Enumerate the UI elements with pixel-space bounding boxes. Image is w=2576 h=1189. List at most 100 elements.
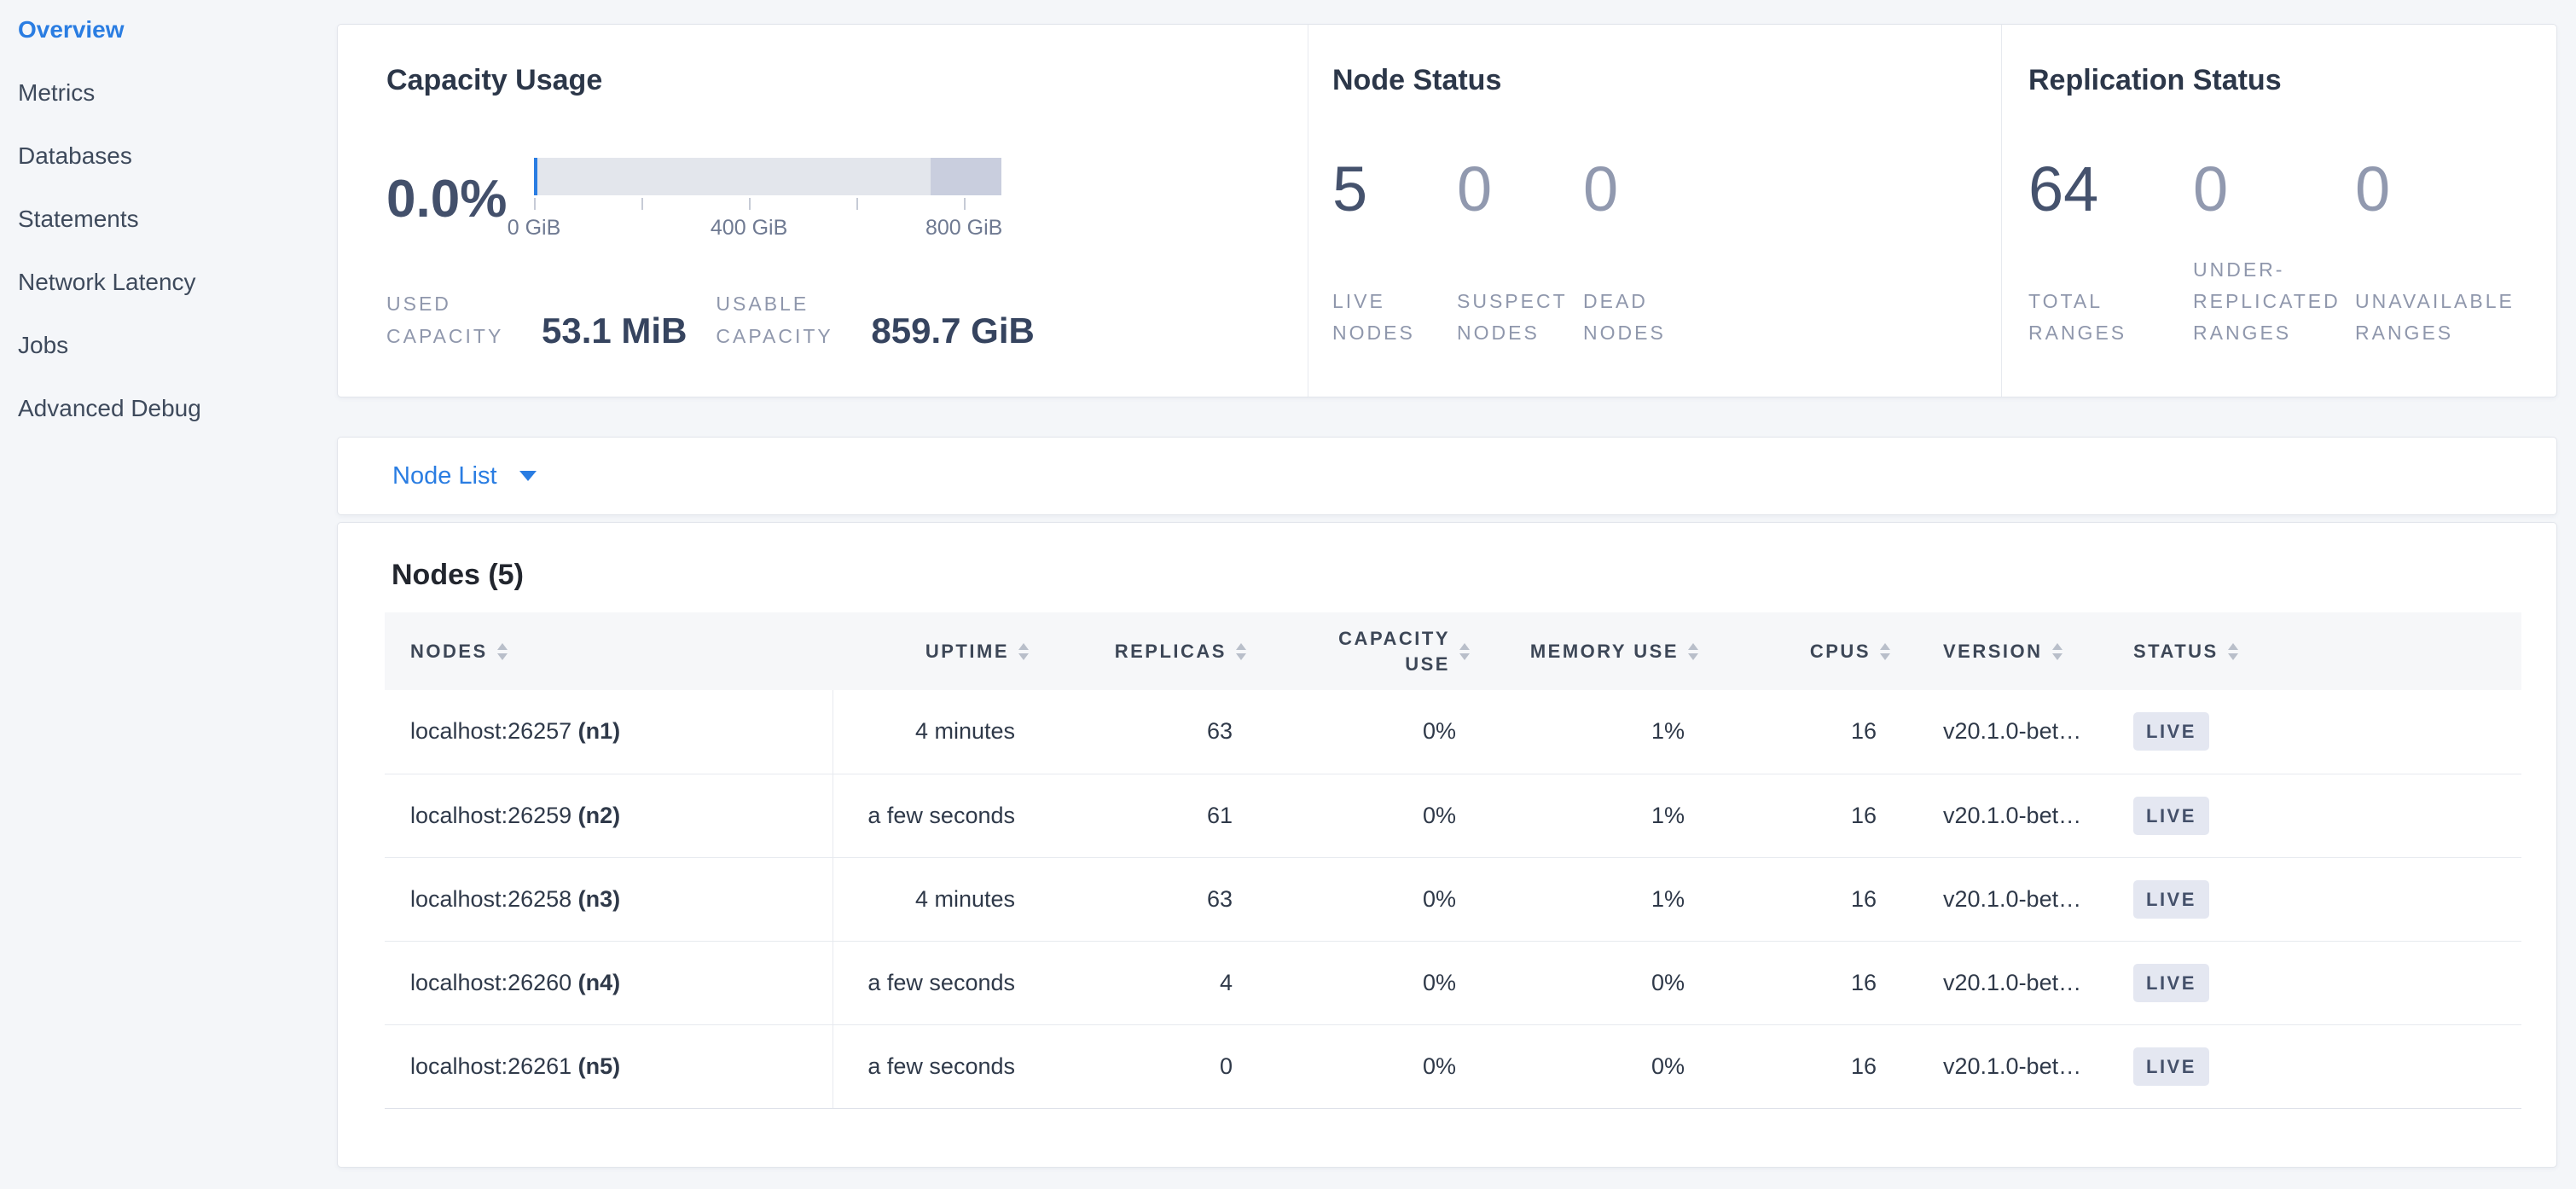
status-badge: LIVE	[2133, 963, 2209, 1002]
uptime-cell: 4 minutes	[833, 690, 1029, 774]
stat-suspect-nodes: 0 SUSPECT NODES	[1457, 154, 1583, 349]
sidebar-item-advanced-debug[interactable]: Advanced Debug	[18, 395, 201, 421]
sidebar-item-databases[interactable]: Databases	[18, 142, 132, 169]
replicas-cell: 4	[1029, 941, 1246, 1025]
cpus-cell: 16	[1698, 774, 1890, 858]
used-capacity-value: 53.1 MiB	[542, 310, 688, 351]
sort-icon	[1236, 642, 1246, 660]
capacity-use-cell: 0%	[1246, 857, 1470, 942]
total-ranges-label: TOTAL RANGES	[2028, 290, 2127, 344]
replication-status-panel: Replication Status 64 TOTAL RANGES 0 UND…	[2001, 25, 2556, 397]
capacity-gauge-bar	[534, 158, 1001, 195]
memory-use-cell: 0%	[1470, 941, 1698, 1025]
cpus-cell: 16	[1698, 690, 1890, 774]
sidebar-item-overview[interactable]: Overview	[18, 16, 125, 43]
suspect-nodes-label: SUSPECT NODES	[1457, 290, 1568, 344]
capacity-use-cell: 0%	[1246, 1024, 1470, 1109]
stat-total-ranges: 64 TOTAL RANGES	[2028, 154, 2193, 349]
under-replicated-ranges-label: UNDER-REPLICATED RANGES	[2193, 258, 2341, 344]
sort-icon	[1688, 642, 1698, 660]
gauge-nonusable-segment	[931, 158, 1001, 195]
node-address-cell: localhost:26261 (n5)	[385, 1024, 833, 1109]
status-cell: LIVE	[2129, 941, 2521, 1025]
memory-use-cell: 1%	[1470, 690, 1698, 774]
cpus-cell: 16	[1698, 857, 1890, 942]
sidebar-item-metrics[interactable]: Metrics	[18, 79, 96, 106]
nodes-section-title: Nodes (5)	[392, 559, 524, 591]
column-header-uptime[interactable]: UPTIME	[833, 612, 1029, 690]
sort-icon	[496, 642, 508, 660]
table-row-n1[interactable]: localhost:26257 (n1) 4 minutes 63 0% 1% …	[385, 690, 2521, 774]
version-cell: v20.1.0-bet…	[1890, 1024, 2129, 1109]
suspect-nodes-value: 0	[1457, 154, 1493, 224]
column-header-version[interactable]: VERSION	[1890, 612, 2129, 690]
stat-dead-nodes: 0 DEAD NODES	[1583, 157, 1737, 349]
total-ranges-value: 64	[2028, 154, 2099, 224]
column-header-replicas[interactable]: REPLICAS	[1029, 612, 1246, 690]
unavailable-ranges-label: UNAVAILABLE RANGES	[2355, 290, 2515, 344]
capacity-gauge: 0 GiB 400 GiB 800 GiB	[508, 158, 1002, 241]
gauge-axis-ticks	[534, 198, 1001, 211]
table-row-n4[interactable]: localhost:26260 (n4) a few seconds 4 0% …	[385, 941, 2521, 1025]
replicas-cell: 61	[1029, 774, 1246, 858]
gauge-tick-label-400: 400 GiB	[710, 216, 788, 240]
uptime-cell: a few seconds	[833, 1024, 1029, 1109]
stat-unavailable-ranges: 0 UNAVAILABLE RANGES	[2355, 157, 2551, 349]
replication-stats: 64 TOTAL RANGES 0 UNDER-REPLICATED RANGE…	[2028, 154, 2556, 349]
sort-icon	[1459, 642, 1470, 660]
status-badge: LIVE	[2133, 879, 2209, 919]
chevron-down-icon	[519, 471, 537, 481]
node-address-cell: localhost:26258 (n3)	[385, 857, 833, 942]
memory-use-cell: 1%	[1470, 774, 1698, 858]
uptime-cell: a few seconds	[833, 774, 1029, 858]
uptime-cell: a few seconds	[833, 941, 1029, 1025]
usable-capacity-value: 859.7 GiB	[871, 310, 1035, 351]
stat-live-nodes: 5 LIVE NODES	[1332, 154, 1457, 349]
column-header-cpus[interactable]: CPUS	[1698, 612, 1890, 690]
capacity-stats-row: USED CAPACITY 53.1 MiB USABLE CAPACITY 8…	[386, 287, 1308, 352]
version-cell: v20.1.0-bet…	[1890, 941, 2129, 1025]
status-cell: LIVE	[2129, 1024, 2521, 1109]
version-cell: v20.1.0-bet…	[1890, 857, 2129, 942]
node-status-stats: 5 LIVE NODES 0 SUSPECT NODES 0 DEAD NODE…	[1332, 154, 2001, 349]
sort-icon	[1880, 642, 1890, 660]
nodes-table: NODES UPTIME REPLICAS CAPACITY USE MEMOR…	[385, 612, 2521, 1109]
status-badge: LIVE	[2133, 1047, 2209, 1086]
node-list-label: Node List	[392, 461, 497, 490]
cpus-cell: 16	[1698, 941, 1890, 1025]
capacity-usage-panel: Capacity Usage 0.0% 0 GiB 400 GiB 800 Gi…	[338, 25, 1308, 397]
main-content: Capacity Usage 0.0% 0 GiB 400 GiB 800 Gi…	[337, 0, 2557, 1168]
capacity-gauge-row: 0.0% 0 GiB 400 GiB 800 GiB	[386, 158, 1308, 241]
column-header-status[interactable]: STATUS	[2129, 612, 2521, 690]
live-nodes-value: 5	[1332, 154, 1368, 224]
live-nodes-label: LIVE NODES	[1332, 290, 1415, 344]
stat-under-replicated-ranges: 0 UNDER-REPLICATED RANGES	[2193, 154, 2355, 349]
column-header-memory-use[interactable]: MEMORY USE	[1470, 612, 1698, 690]
status-badge: LIVE	[2133, 796, 2209, 835]
column-header-capacity-use[interactable]: CAPACITY USE	[1246, 612, 1470, 690]
table-row-n3[interactable]: localhost:26258 (n3) 4 minutes 63 0% 1% …	[385, 857, 2521, 942]
gauge-used-indicator	[534, 158, 537, 195]
node-list-dropdown[interactable]: Node List	[337, 437, 2557, 515]
version-cell: v20.1.0-bet…	[1890, 690, 2129, 774]
capacity-usage-title: Capacity Usage	[386, 64, 603, 96]
sidebar-item-statements[interactable]: Statements	[18, 206, 139, 232]
column-header-nodes[interactable]: NODES	[385, 612, 833, 690]
node-address-cell: localhost:26260 (n4)	[385, 941, 833, 1025]
sort-icon	[2051, 642, 2063, 660]
dead-nodes-label: DEAD NODES	[1583, 290, 1666, 344]
cluster-summary-card: Capacity Usage 0.0% 0 GiB 400 GiB 800 Gi…	[337, 24, 2557, 397]
node-status-panel: Node Status 5 LIVE NODES 0 SUSPECT NODES…	[1308, 25, 2001, 397]
version-cell: v20.1.0-bet…	[1890, 774, 2129, 858]
used-capacity-label: USED CAPACITY	[386, 293, 504, 347]
sidebar-item-network-latency[interactable]: Network Latency	[18, 269, 196, 295]
capacity-use-cell: 0%	[1246, 941, 1470, 1025]
node-address-cell: localhost:26257 (n1)	[385, 690, 833, 774]
capacity-percent: 0.0%	[386, 170, 508, 229]
table-row-n5[interactable]: localhost:26261 (n5) a few seconds 0 0% …	[385, 1024, 2521, 1109]
under-replicated-ranges-value: 0	[2193, 154, 2229, 224]
node-address-cell: localhost:26259 (n2)	[385, 774, 833, 858]
table-row-n2[interactable]: localhost:26259 (n2) a few seconds 61 0%…	[385, 774, 2521, 858]
sidebar-item-jobs[interactable]: Jobs	[18, 332, 69, 358]
uptime-cell: 4 minutes	[833, 857, 1029, 942]
